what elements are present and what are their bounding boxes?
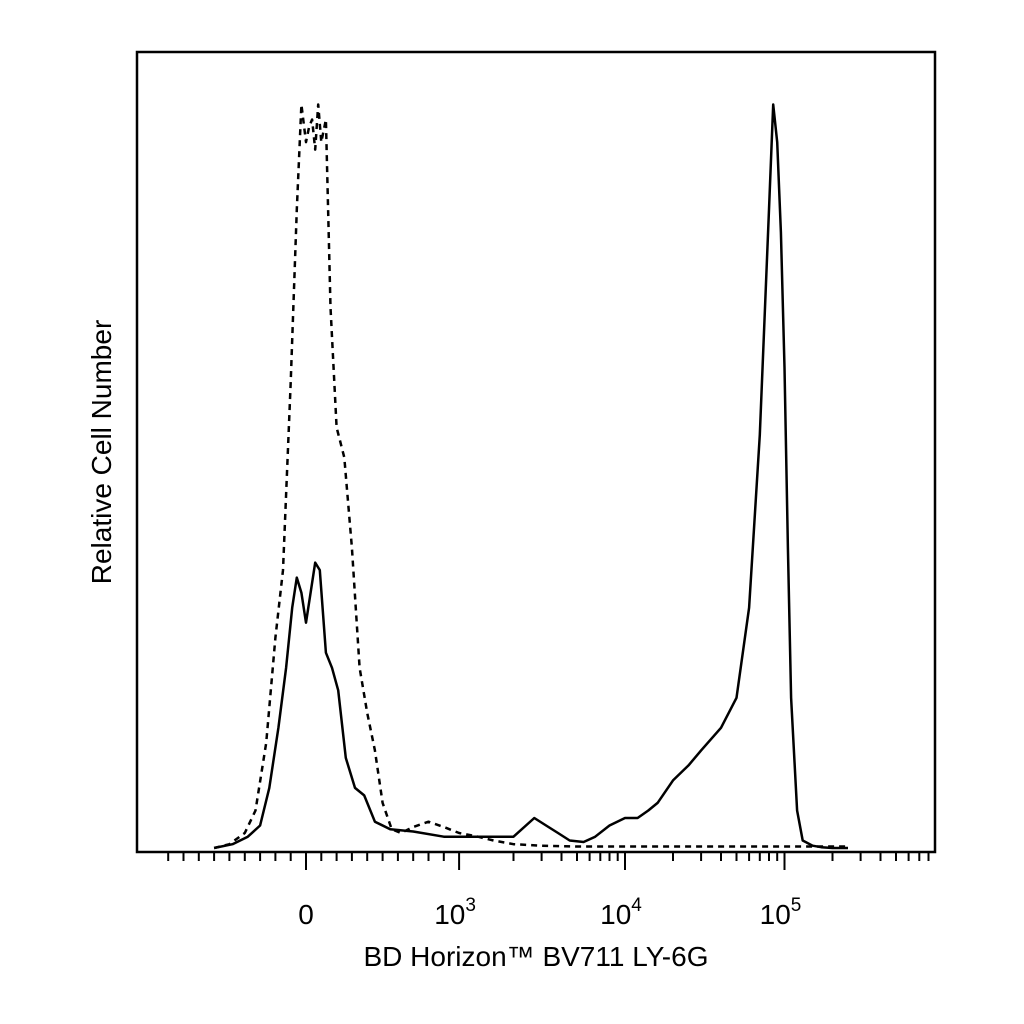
x-axis-ticks (167, 852, 930, 870)
x-tick-label: 104 (600, 895, 642, 930)
series-layer (213, 103, 848, 850)
x-axis-label: BD Horizon™ BV711 LY-6G (364, 941, 709, 972)
plot-frame (135, 50, 937, 854)
x-tick-label: 105 (760, 895, 802, 930)
series-line-dashed (213, 103, 848, 850)
y-axis-label: Relative Cell Number (86, 320, 117, 585)
x-tick-label: 103 (434, 895, 476, 930)
x-tick-label: 0 (298, 899, 314, 930)
x-axis-tick-labels: 0 103 104 105 (298, 895, 801, 930)
series-line-solid (213, 103, 848, 850)
